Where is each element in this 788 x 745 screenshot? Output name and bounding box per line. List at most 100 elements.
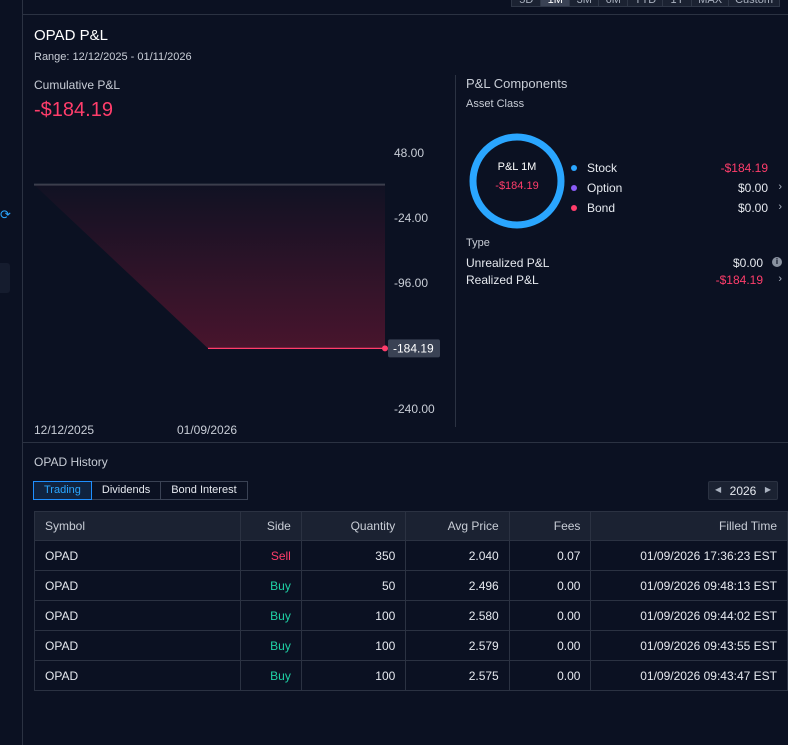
ring-chart-icon	[469, 133, 565, 229]
year-selector[interactable]: ◀ 2026 ▶	[708, 481, 778, 500]
chart-area-fill	[34, 184, 385, 349]
cell-symbol: OPAD	[34, 600, 241, 631]
cumulative-pnl-value: -$184.19	[34, 99, 113, 121]
pnl-type-label: Realized P&L	[466, 273, 539, 287]
table-row[interactable]: OPAD Buy 100 2.575 0.00 01/09/2026 09:43:47 E…	[34, 660, 788, 691]
range-button-ytd[interactable]: YTD	[627, 0, 664, 7]
column-header-fees[interactable]: Fees	[508, 511, 592, 541]
legend-dot-icon	[571, 185, 577, 191]
column-header-avg-price[interactable]: Avg Price	[405, 511, 510, 541]
cell-quantity: 50	[300, 570, 407, 601]
table-row[interactable]: OPAD Buy 100 2.579 0.00 01/09/2026 09:43:55 E…	[34, 630, 788, 661]
caret-right-icon[interactable]: ▶	[764, 485, 771, 494]
legend-label: Option	[587, 181, 623, 195]
chevron-right-icon[interactable]: ›	[778, 201, 782, 213]
cell-filled-time: 01/09/2026 09:43:55 EST	[590, 630, 788, 661]
tab-dividends[interactable]: Dividends	[90, 481, 162, 500]
cell-fees: 0.00	[508, 630, 592, 661]
asset-class-label: Asset Class	[466, 98, 525, 110]
caret-left-icon[interactable]: ◀	[715, 485, 722, 494]
legend-item-bond[interactable]: Bond $0.00 ›	[571, 201, 782, 217]
page-title: OPAD P&L	[34, 27, 108, 44]
cell-quantity: 100	[300, 630, 407, 661]
cell-symbol: OPAD	[34, 630, 241, 661]
column-header-side[interactable]: Side	[239, 511, 302, 541]
legend-label: Stock	[587, 161, 618, 175]
table-body: OPAD Sell 350 2.040 0.07 01/09/2026 17:36:23 …	[34, 540, 788, 691]
cell-quantity: 100	[300, 600, 407, 631]
range-button-max[interactable]: MAX	[691, 0, 730, 7]
last-value-label: -184.19	[393, 341, 434, 355]
date-range: Range: 12/12/2025 - 01/11/2026	[34, 51, 192, 63]
cell-avg-price: 2.580	[405, 600, 510, 631]
range-button-1m[interactable]: 1M	[540, 0, 571, 7]
pnl-components-title: P&L Components	[466, 76, 568, 91]
tab-bond-interest[interactable]: Bond Interest	[160, 481, 248, 500]
cell-symbol: OPAD	[34, 540, 241, 571]
type-label: Type	[466, 237, 490, 249]
cell-filled-time: 01/09/2026 09:48:13 EST	[590, 570, 788, 601]
pnl-type-value: $0.00	[732, 256, 763, 270]
x-tick-label: 01/09/2026	[177, 423, 237, 437]
chevron-right-icon[interactable]: ›	[778, 273, 782, 285]
range-button-3m[interactable]: 3M	[569, 0, 600, 7]
cell-filled-time: 01/09/2026 09:43:47 EST	[590, 660, 788, 691]
cell-side: Buy	[239, 630, 302, 661]
info-icon[interactable]: i	[772, 257, 782, 267]
table-row[interactable]: OPAD Buy 100 2.580 0.00 01/09/2026 09:44:02 E…	[34, 600, 788, 631]
table-header-row: Symbol Side Quantity Avg Price Fees Filled Ti…	[34, 511, 788, 541]
column-header-symbol[interactable]: Symbol	[34, 511, 241, 541]
cell-avg-price: 2.575	[405, 660, 510, 691]
column-header-filled-time[interactable]: Filled Time	[590, 511, 788, 541]
cell-avg-price: 2.496	[405, 570, 510, 601]
range-button-5d[interactable]: 5D	[511, 0, 542, 7]
pnl-type-label: Unrealized P&L	[466, 256, 550, 270]
history-title: OPAD History	[34, 455, 108, 469]
refresh-icon[interactable]: ⟳	[0, 207, 11, 222]
table-row[interactable]: OPAD Sell 350 2.040 0.07 01/09/2026 17:36:23 …	[34, 540, 788, 571]
column-header-quantity[interactable]: Quantity	[300, 511, 407, 541]
cell-quantity: 100	[300, 660, 407, 691]
cell-side: Buy	[239, 660, 302, 691]
chart-last-point	[382, 345, 388, 352]
x-tick-label: 12/12/2025	[34, 423, 94, 437]
cumulative-pnl-chart[interactable]: 48.00-24.00-96.00-168.00-240.00-184.1912…	[23, 15, 453, 443]
pnl-summary-panel: OPAD P&L Range: 12/12/2025 - 01/11/2026 …	[23, 14, 788, 443]
cell-symbol: OPAD	[34, 660, 241, 691]
legend-value: $0.00	[737, 201, 768, 215]
range-button-1y[interactable]: 1Y	[662, 0, 693, 7]
cell-quantity: 350	[300, 540, 407, 571]
pnl-type-value: -$184.19	[715, 273, 763, 287]
cumulative-pnl-label: Cumulative P&L	[34, 78, 121, 92]
range-button-custom[interactable]: Custom	[728, 0, 780, 7]
legend-dot-icon	[571, 165, 577, 171]
time-range-selector: 5D 1M 3M 6M YTD 1Y MAX Custom	[511, 0, 780, 7]
cell-side: Buy	[239, 600, 302, 631]
cell-filled-time: 01/09/2026 17:36:23 EST	[590, 540, 788, 571]
history-tabs: Trading Dividends Bond Interest	[33, 481, 248, 500]
last-value-badge	[388, 339, 440, 358]
year-value: 2026	[729, 484, 757, 498]
pnl-type-realized-p-l[interactable]: Realized P&L -$184.19 ›	[466, 273, 782, 289]
legend-item-option[interactable]: Option $0.00 ›	[571, 181, 782, 197]
side-panel-tab[interactable]	[0, 263, 10, 293]
history-table: Symbol Side Quantity Avg Price Fees Filled Ti…	[34, 511, 788, 691]
y-tick-label: -240.00	[394, 402, 435, 416]
legend-label: Bond	[587, 201, 616, 215]
cell-side: Sell	[239, 540, 302, 571]
legend-value: -$184.19	[720, 161, 768, 175]
pnl-type-unrealized-p-l[interactable]: Unrealized P&L $0.00 i	[466, 256, 782, 272]
y-tick-label: 48.00	[394, 146, 424, 160]
table-row[interactable]: OPAD Buy 50 2.496 0.00 01/09/2026 09:48:13 ES…	[34, 570, 788, 601]
range-button-6m[interactable]: 6M	[598, 0, 629, 7]
cell-fees: 0.00	[508, 570, 592, 601]
cell-side: Buy	[239, 570, 302, 601]
donut-center-label: P&L 1M	[497, 161, 537, 173]
chevron-right-icon[interactable]: ›	[778, 181, 782, 193]
tab-trading[interactable]: Trading	[33, 481, 92, 500]
history-panel: OPAD History Trading Dividends Bond Intere…	[23, 442, 788, 745]
cell-fees: 0.00	[508, 600, 592, 631]
legend-item-stock: Stock -$184.19	[571, 161, 768, 177]
cell-avg-price: 2.040	[405, 540, 510, 571]
donut-center-value: -$184.19	[495, 180, 539, 192]
